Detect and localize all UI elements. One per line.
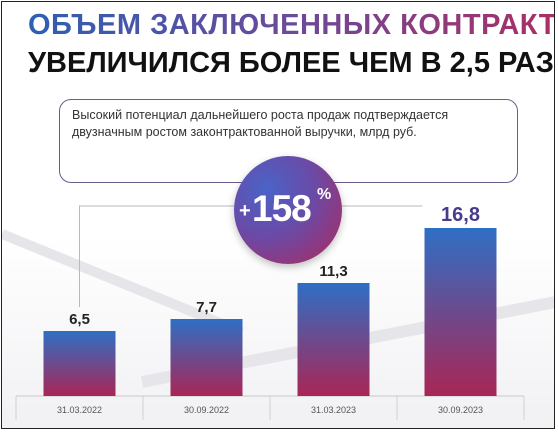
title-line-1: ОБЪЕМ ЗАКЛЮЧЕННЫХ КОНТРАКТОВ bbox=[28, 9, 554, 42]
x-tick-label: 31.03.2023 bbox=[311, 405, 356, 415]
bar bbox=[170, 319, 243, 396]
deco-stripe bbox=[2, 229, 244, 337]
description-text: Высокий потенциал дальнейшего роста прод… bbox=[72, 108, 449, 139]
data-label: 7,7 bbox=[196, 299, 217, 316]
growth-badge: + 158 % bbox=[234, 156, 342, 264]
bar bbox=[297, 283, 370, 396]
x-tick-label: 30.09.2022 bbox=[184, 405, 229, 415]
data-label: 11,3 bbox=[319, 263, 347, 280]
x-tick-label: 31.03.2022 bbox=[57, 405, 102, 415]
badge-percent: % bbox=[317, 186, 332, 203]
title-line-2: УВЕЛИЧИЛСЯ БОЛЕЕ ЧЕМ В 2,5 РАЗА bbox=[28, 47, 555, 79]
badge-value: 158 bbox=[252, 188, 312, 229]
bar-chart: 6,5 31.03.2022 7,7 30.09.2022 11,3 31.03.2023… bbox=[15, 204, 525, 420]
data-label: 16,8 bbox=[441, 204, 480, 226]
x-tick-label: 30.09.2023 bbox=[438, 405, 483, 415]
bar bbox=[424, 228, 497, 396]
bar bbox=[43, 331, 116, 396]
badge-plus: + bbox=[239, 200, 251, 222]
data-label: 6,5 bbox=[69, 311, 90, 328]
